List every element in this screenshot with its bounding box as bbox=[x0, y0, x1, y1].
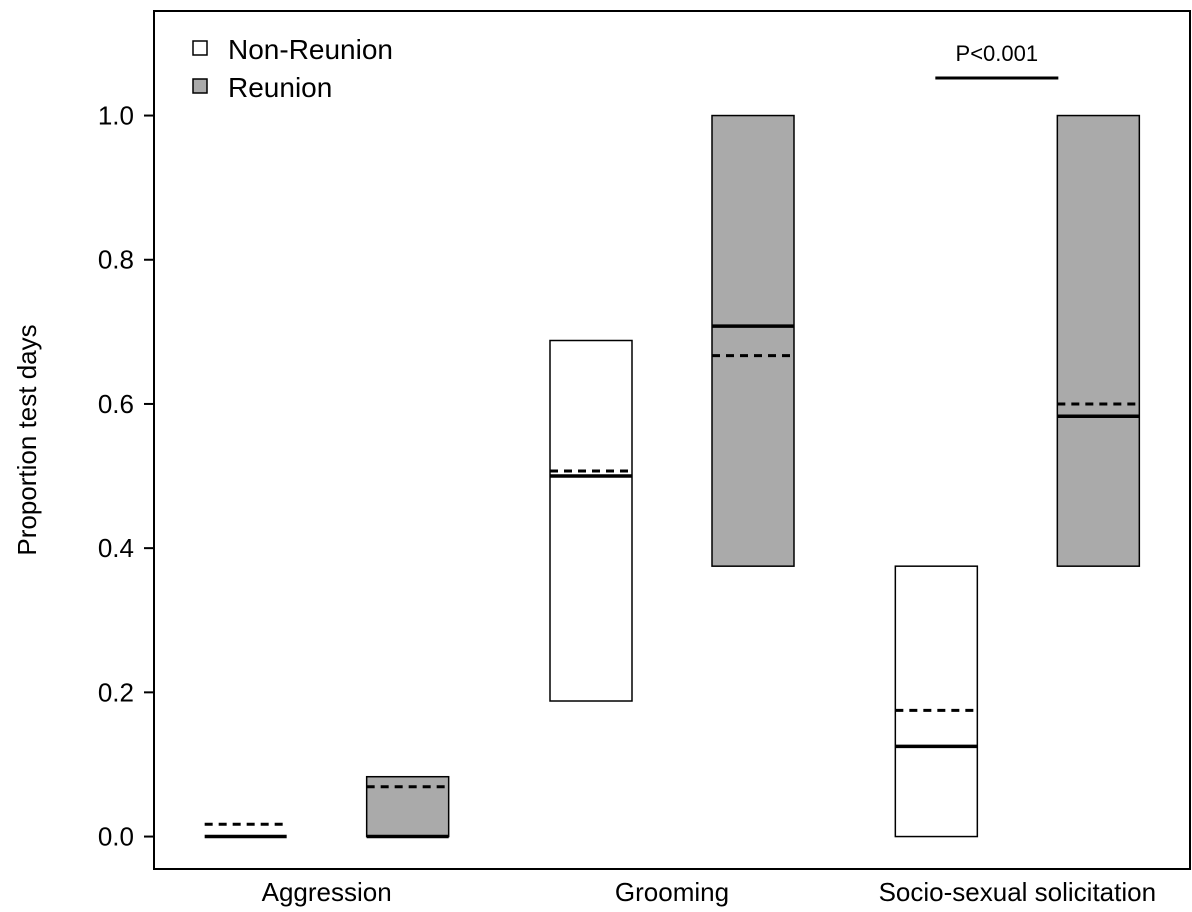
legend-label: Reunion bbox=[228, 72, 332, 103]
box bbox=[894, 565, 979, 838]
y-tick-label: 0.2 bbox=[98, 677, 134, 707]
boxes-layer bbox=[365, 114, 1141, 838]
box bbox=[365, 775, 450, 838]
y-tick-label: 0.8 bbox=[98, 245, 134, 275]
legend-swatch bbox=[192, 78, 208, 94]
x-category-label: Grooming bbox=[615, 877, 729, 907]
box bbox=[1056, 114, 1141, 567]
plot-frame bbox=[153, 10, 1191, 870]
x-category-label: Aggression bbox=[262, 877, 392, 907]
legend-swatch bbox=[192, 40, 208, 56]
legend-label: Non-Reunion bbox=[228, 34, 393, 65]
y-tick-label: 0.6 bbox=[98, 389, 134, 419]
y-axis: 0.0 0.2 0.4 0.6 0.8 1.0 bbox=[98, 101, 154, 852]
stat-lines-layer bbox=[204, 324, 1140, 839]
box bbox=[549, 339, 633, 702]
significance-label: P<0.001 bbox=[956, 41, 1039, 66]
x-category-label: Socio-sexual solicitation bbox=[879, 877, 1156, 907]
box bbox=[711, 114, 795, 567]
y-axis-title: Proportion test days bbox=[12, 324, 42, 555]
y-tick-label: 0.4 bbox=[98, 533, 134, 563]
significance-annotation: P<0.001 bbox=[935, 41, 1059, 80]
x-axis: Aggression Grooming Socio-sexual solicitat… bbox=[262, 877, 1156, 907]
y-tick-label: 0.0 bbox=[98, 822, 134, 852]
y-tick-label: 1.0 bbox=[98, 101, 134, 131]
legend: Non-Reunion Reunion bbox=[192, 34, 393, 103]
